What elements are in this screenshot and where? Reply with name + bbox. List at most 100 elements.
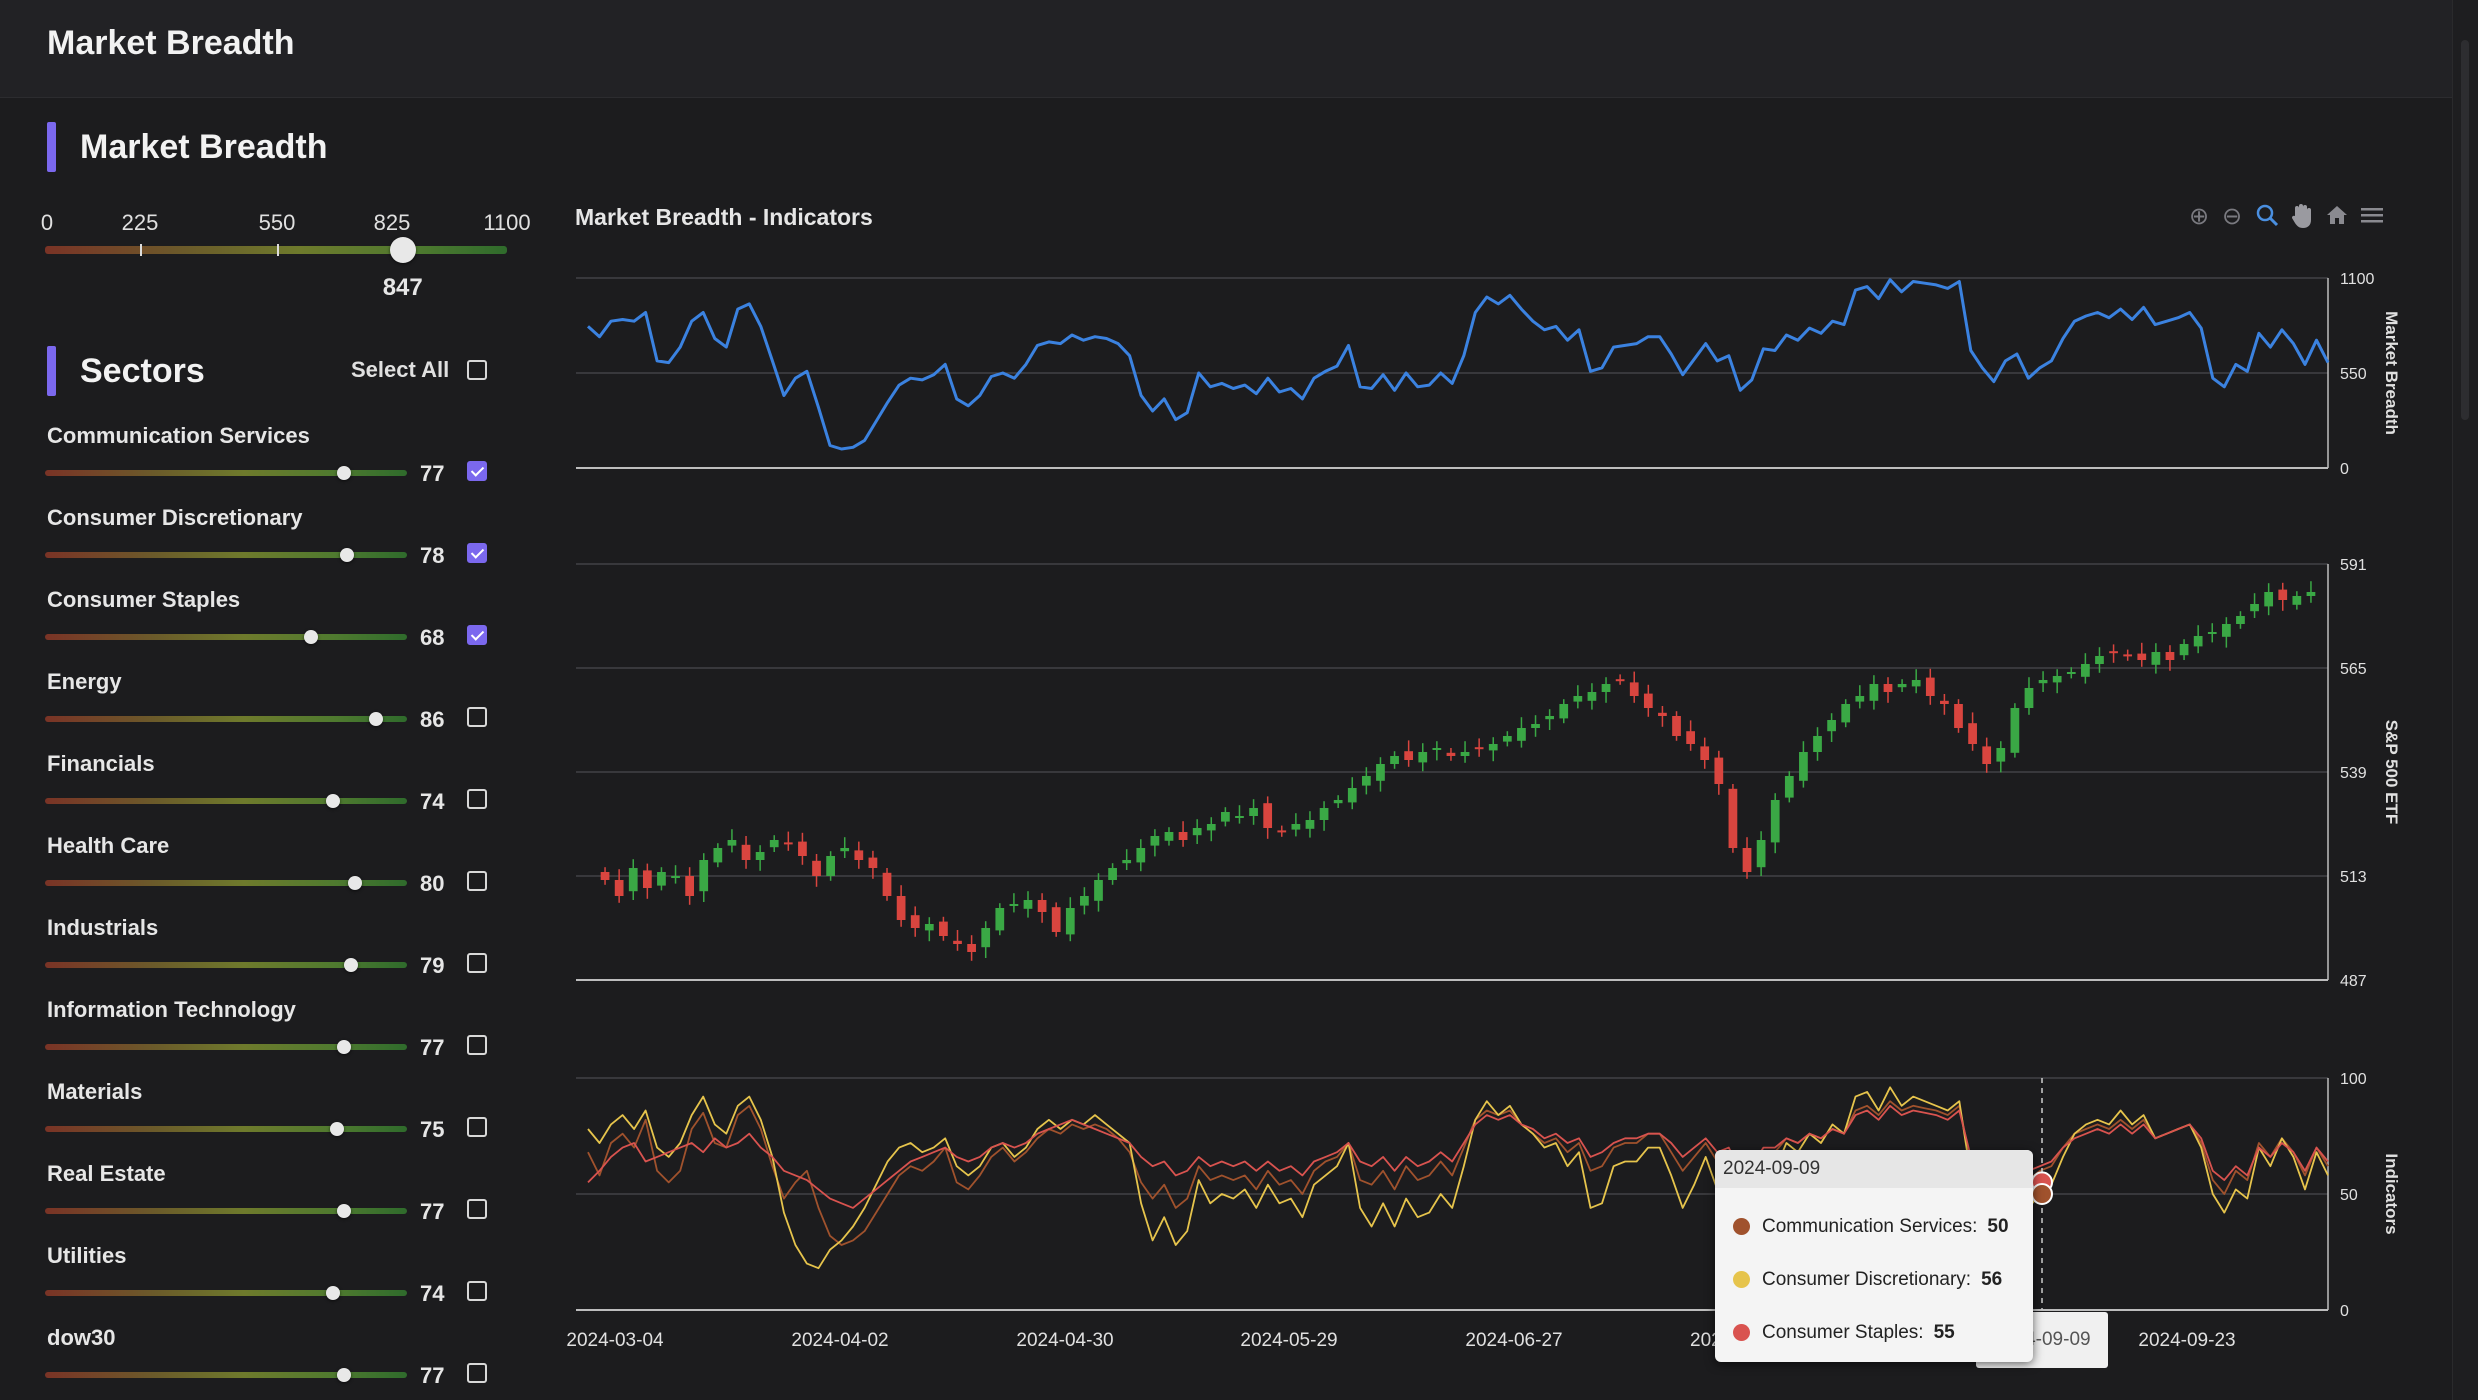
sector-checkbox[interactable] [467,789,487,809]
sector-name: Health Care [47,833,170,858]
candle-body [1742,848,1752,872]
sectors-heading: Sectors [80,352,205,390]
candle-body [685,876,695,896]
sector-checkbox[interactable] [467,1281,487,1301]
sector-slider-track[interactable] [45,880,407,886]
sector-checkbox[interactable] [467,1363,487,1383]
candle-body [1996,748,2006,762]
sector-checkbox[interactable] [467,871,487,891]
tooltip-date: 2024-09-09 [1723,1158,1821,1179]
sector-name: Consumer Discretionary [47,505,303,530]
x-tick-label: 2024-03-04 [566,1330,664,1351]
sector-slider-handle[interactable] [340,548,355,562]
candle-body [2052,676,2062,683]
sector-slider-handle[interactable] [336,1204,351,1218]
sector-checkbox[interactable] [467,707,487,727]
sector-slider-handle[interactable] [336,1368,351,1382]
sector-value: 78 [420,543,445,568]
candle-body [981,928,991,948]
market-breadth-slider-track[interactable] [45,246,507,254]
sector-slider-track[interactable] [45,1372,407,1378]
y-tick-label: 513 [2340,869,2367,886]
x-tick-label: 2024-04-30 [1016,1330,1113,1351]
candle-body [614,880,624,896]
sector-checkbox[interactable] [467,1117,487,1137]
candle-body [1531,724,1540,728]
sector-slider-handle[interactable] [369,712,384,726]
market-breadth-slider-handle[interactable] [389,237,416,263]
candle-body [1883,684,1893,692]
app-header: Market Breadth [0,0,2452,98]
candle-body [2292,596,2302,605]
sector-slider-track[interactable] [45,1044,407,1050]
candle-body [2066,672,2076,674]
candle-body [1291,824,1301,830]
candle-body [1263,803,1273,828]
candle-body [1390,756,1399,764]
sector-name: Real Estate [47,1161,166,1186]
zoom-out-icon[interactable]: ⊖ [2221,203,2243,230]
candle-body [1517,728,1526,741]
candle-body [1911,680,1921,687]
candle-body [1869,684,1879,701]
candle-body [2109,651,2118,654]
sector-name: Utilities [47,1243,127,1268]
candle-body [1925,677,1935,696]
sector-slider-track[interactable] [45,798,407,804]
page-scrollbar[interactable] [2452,0,2478,1400]
candle-body [1235,816,1244,818]
home-icon[interactable] [2322,202,2352,232]
sector-checkbox[interactable] [467,1035,487,1055]
sector-slider-track[interactable] [45,716,407,722]
candle-body [1037,900,1047,912]
candle-body [1813,736,1822,752]
y-tick-label: 550 [2340,366,2367,383]
candle-body [924,924,934,931]
sector-slider-track[interactable] [45,552,407,558]
sector-slider-handle[interactable] [336,1040,351,1054]
sector-slider-handle[interactable] [325,1286,340,1300]
selection-zoom-icon[interactable] [2252,202,2282,232]
sector-slider-track[interactable] [45,1290,407,1296]
sector-slider-track[interactable] [45,1126,407,1132]
candle-body [2250,604,2259,612]
candle-body [1376,764,1385,781]
candle-body [727,840,737,846]
sector-slider-handle[interactable] [347,876,362,890]
candle-body [896,896,906,920]
y-tick-label: 539 [2340,765,2367,782]
zoom-in-icon[interactable]: ⊕ [2188,203,2210,230]
sector-slider-handle[interactable] [325,794,340,808]
pan-icon[interactable] [2287,202,2317,232]
select-all-checkbox[interactable] [467,360,487,380]
tooltip-series-value: 50 [1987,1216,2009,1237]
sector-slider-track[interactable] [45,1208,407,1214]
candle-body [1404,751,1414,760]
sector-value: 74 [420,1281,445,1306]
tooltip-series-value: 56 [1981,1269,2003,1290]
candle-body [1305,820,1315,829]
scrollbar-thumb[interactable] [2461,40,2469,420]
sector-checkbox[interactable] [467,953,487,973]
sector-checkbox[interactable] [467,543,487,563]
sector-slider-track[interactable] [45,470,407,476]
sector-slider-handle[interactable] [343,958,358,972]
sector-slider-handle[interactable] [304,630,319,644]
candle-body [953,940,962,944]
chart-tooltip: 2024-09-09 Communication Services: 50 Con… [1715,1150,2033,1362]
sector-checkbox[interactable] [467,461,487,481]
menu-icon[interactable] [2357,202,2387,232]
sector-slider-handle[interactable] [329,1122,344,1136]
series-color-dot [1733,1271,1750,1289]
select-all-label[interactable]: Select All [351,357,450,382]
sector-slider-handle[interactable] [336,466,351,480]
sector-checkbox[interactable] [467,1199,487,1219]
candle-body [1023,900,1033,909]
sector-slider-track[interactable] [45,634,407,640]
candle-body [1799,752,1808,781]
sector-slider-track[interactable] [45,962,407,968]
candle-body [1502,736,1512,742]
candle-body [1432,748,1442,750]
sector-checkbox[interactable] [467,625,487,645]
